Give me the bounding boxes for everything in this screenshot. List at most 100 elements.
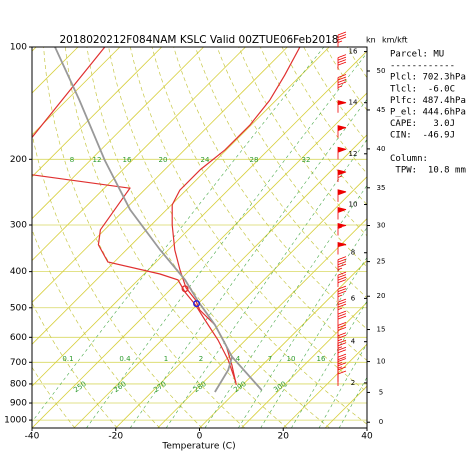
mixing-ratio-label: 0.1 (62, 355, 73, 363)
mixing-ratio-label: 2 (199, 355, 203, 363)
wind-barb (337, 207, 347, 220)
mixing-ratio-line (238, 227, 367, 428)
kft-tick-label: 45 (377, 106, 386, 114)
parcel-line (214, 356, 233, 393)
plot-area (32, 47, 367, 428)
wind-barb (337, 271, 347, 288)
isotherm (282, 343, 367, 428)
mixing-ratio-line (129, 98, 367, 428)
wind-barb (337, 189, 347, 202)
dry-adiabat (238, 47, 367, 237)
kft-tick-label: 40 (377, 145, 386, 153)
kft-tick-label: 15 (377, 326, 386, 334)
isotherm (157, 218, 367, 428)
wind-barb (337, 242, 347, 255)
dry-adiabat (86, 47, 330, 428)
isotherm (32, 47, 204, 220)
wind-barb (337, 74, 347, 90)
y-tick-label: 1000 (4, 416, 27, 426)
profile-line (32, 47, 237, 383)
isotherm (115, 176, 367, 428)
mixing-ratio-label: 4 (236, 355, 241, 363)
isotherm (32, 47, 288, 303)
mixing-ratio-line (32, 47, 325, 423)
wind-barb (337, 332, 347, 348)
isotherm (241, 301, 367, 428)
kft-tick-label: 30 (377, 221, 386, 229)
info-line: CIN: -46.9J (390, 131, 455, 141)
kft-tick-label: 5 (379, 388, 383, 396)
mixing-ratio-line (318, 343, 367, 428)
height-unit: km/kft (382, 36, 408, 45)
level-marker (193, 300, 201, 308)
mixing-ratio-line (86, 52, 367, 428)
y-tick-label: 300 (10, 221, 27, 231)
x-axis-label: Temperature (C) (161, 442, 235, 452)
wind-barb (337, 54, 347, 70)
wind-barb (337, 222, 347, 236)
dry-adiabat (108, 47, 367, 425)
kft-tick-label: 35 (377, 184, 386, 192)
km-tick-label: 4 (351, 338, 356, 346)
mixing-ratio-label: 7 (268, 355, 272, 363)
dry-adiabat (216, 47, 367, 268)
wind-barb (337, 146, 347, 160)
wind-barb (337, 285, 347, 302)
isotherm (199, 259, 367, 428)
dry-adiabat (32, 302, 118, 428)
km-tick-label: 12 (349, 150, 358, 158)
kft-tick-label: 0 (379, 418, 383, 426)
kft-tick-label: 10 (377, 358, 386, 366)
km-tick-label: 10 (349, 201, 358, 209)
kft-tick-label: 25 (377, 258, 386, 266)
info-line: Plfc: 487.4hPa (390, 96, 466, 106)
isotherm (32, 47, 246, 262)
info-line: ------------ (390, 61, 455, 71)
mixing-ratio-label: 32 (302, 156, 311, 164)
wind-barb (337, 310, 347, 327)
kft-tick-label: 20 (377, 292, 386, 300)
mixing-ratio-label: 16 (317, 355, 326, 363)
level-marker (181, 285, 189, 293)
mixing-ratio-label: 16 (123, 156, 132, 164)
chart-title: 2018020212F084NAM KSLC Valid 00ZTUE06Feb… (60, 34, 339, 46)
mixing-ratio-line (291, 300, 367, 428)
y-tick-label: 600 (10, 333, 27, 343)
mixing-ratio-line (338, 376, 367, 428)
wind-barb (337, 31, 347, 47)
wind-barb (337, 339, 347, 356)
km-tick-label: 6 (351, 294, 356, 302)
isotherm (32, 47, 163, 178)
mixing-ratio-label: 0.4 (119, 355, 131, 363)
dry-adiabat (32, 228, 160, 428)
km-tick-label: 2 (351, 379, 355, 387)
wind-barb (337, 169, 347, 182)
y-tick-label: 700 (10, 358, 27, 368)
mixing-ratio-label: 1 (164, 355, 168, 363)
info-line: P_el: 444.6hPa (390, 108, 466, 118)
x-tick-label: -20 (108, 432, 123, 442)
kft-tick-label: 50 (377, 67, 386, 75)
info-line: Plcl: 702.3hPa (390, 73, 466, 83)
dry-adiabat (173, 47, 367, 330)
mixing-ratio-label: 12 (93, 156, 102, 164)
info-line: CAPE: 3.0J (390, 119, 455, 129)
info-line: Tlcl: -6.0C (390, 84, 455, 94)
info-line: Column: (390, 154, 428, 164)
isotherm (32, 92, 367, 428)
x-tick-label: 20 (278, 432, 290, 442)
km-tick-label: 8 (351, 249, 355, 257)
y-tick-label: 500 (10, 303, 27, 313)
x-tick-label: 0 (197, 432, 203, 442)
parcel-line (54, 47, 263, 391)
isotherm (32, 47, 121, 136)
mixing-ratio-line (165, 139, 367, 428)
mixing-ratio-line (204, 184, 367, 428)
x-tick-label: 40 (361, 432, 373, 442)
dry-adiabat (151, 47, 367, 361)
x-tick-label: -40 (25, 432, 40, 442)
mixing-ratio-label: 28 (250, 156, 259, 164)
mixing-ratio-line (260, 256, 367, 428)
